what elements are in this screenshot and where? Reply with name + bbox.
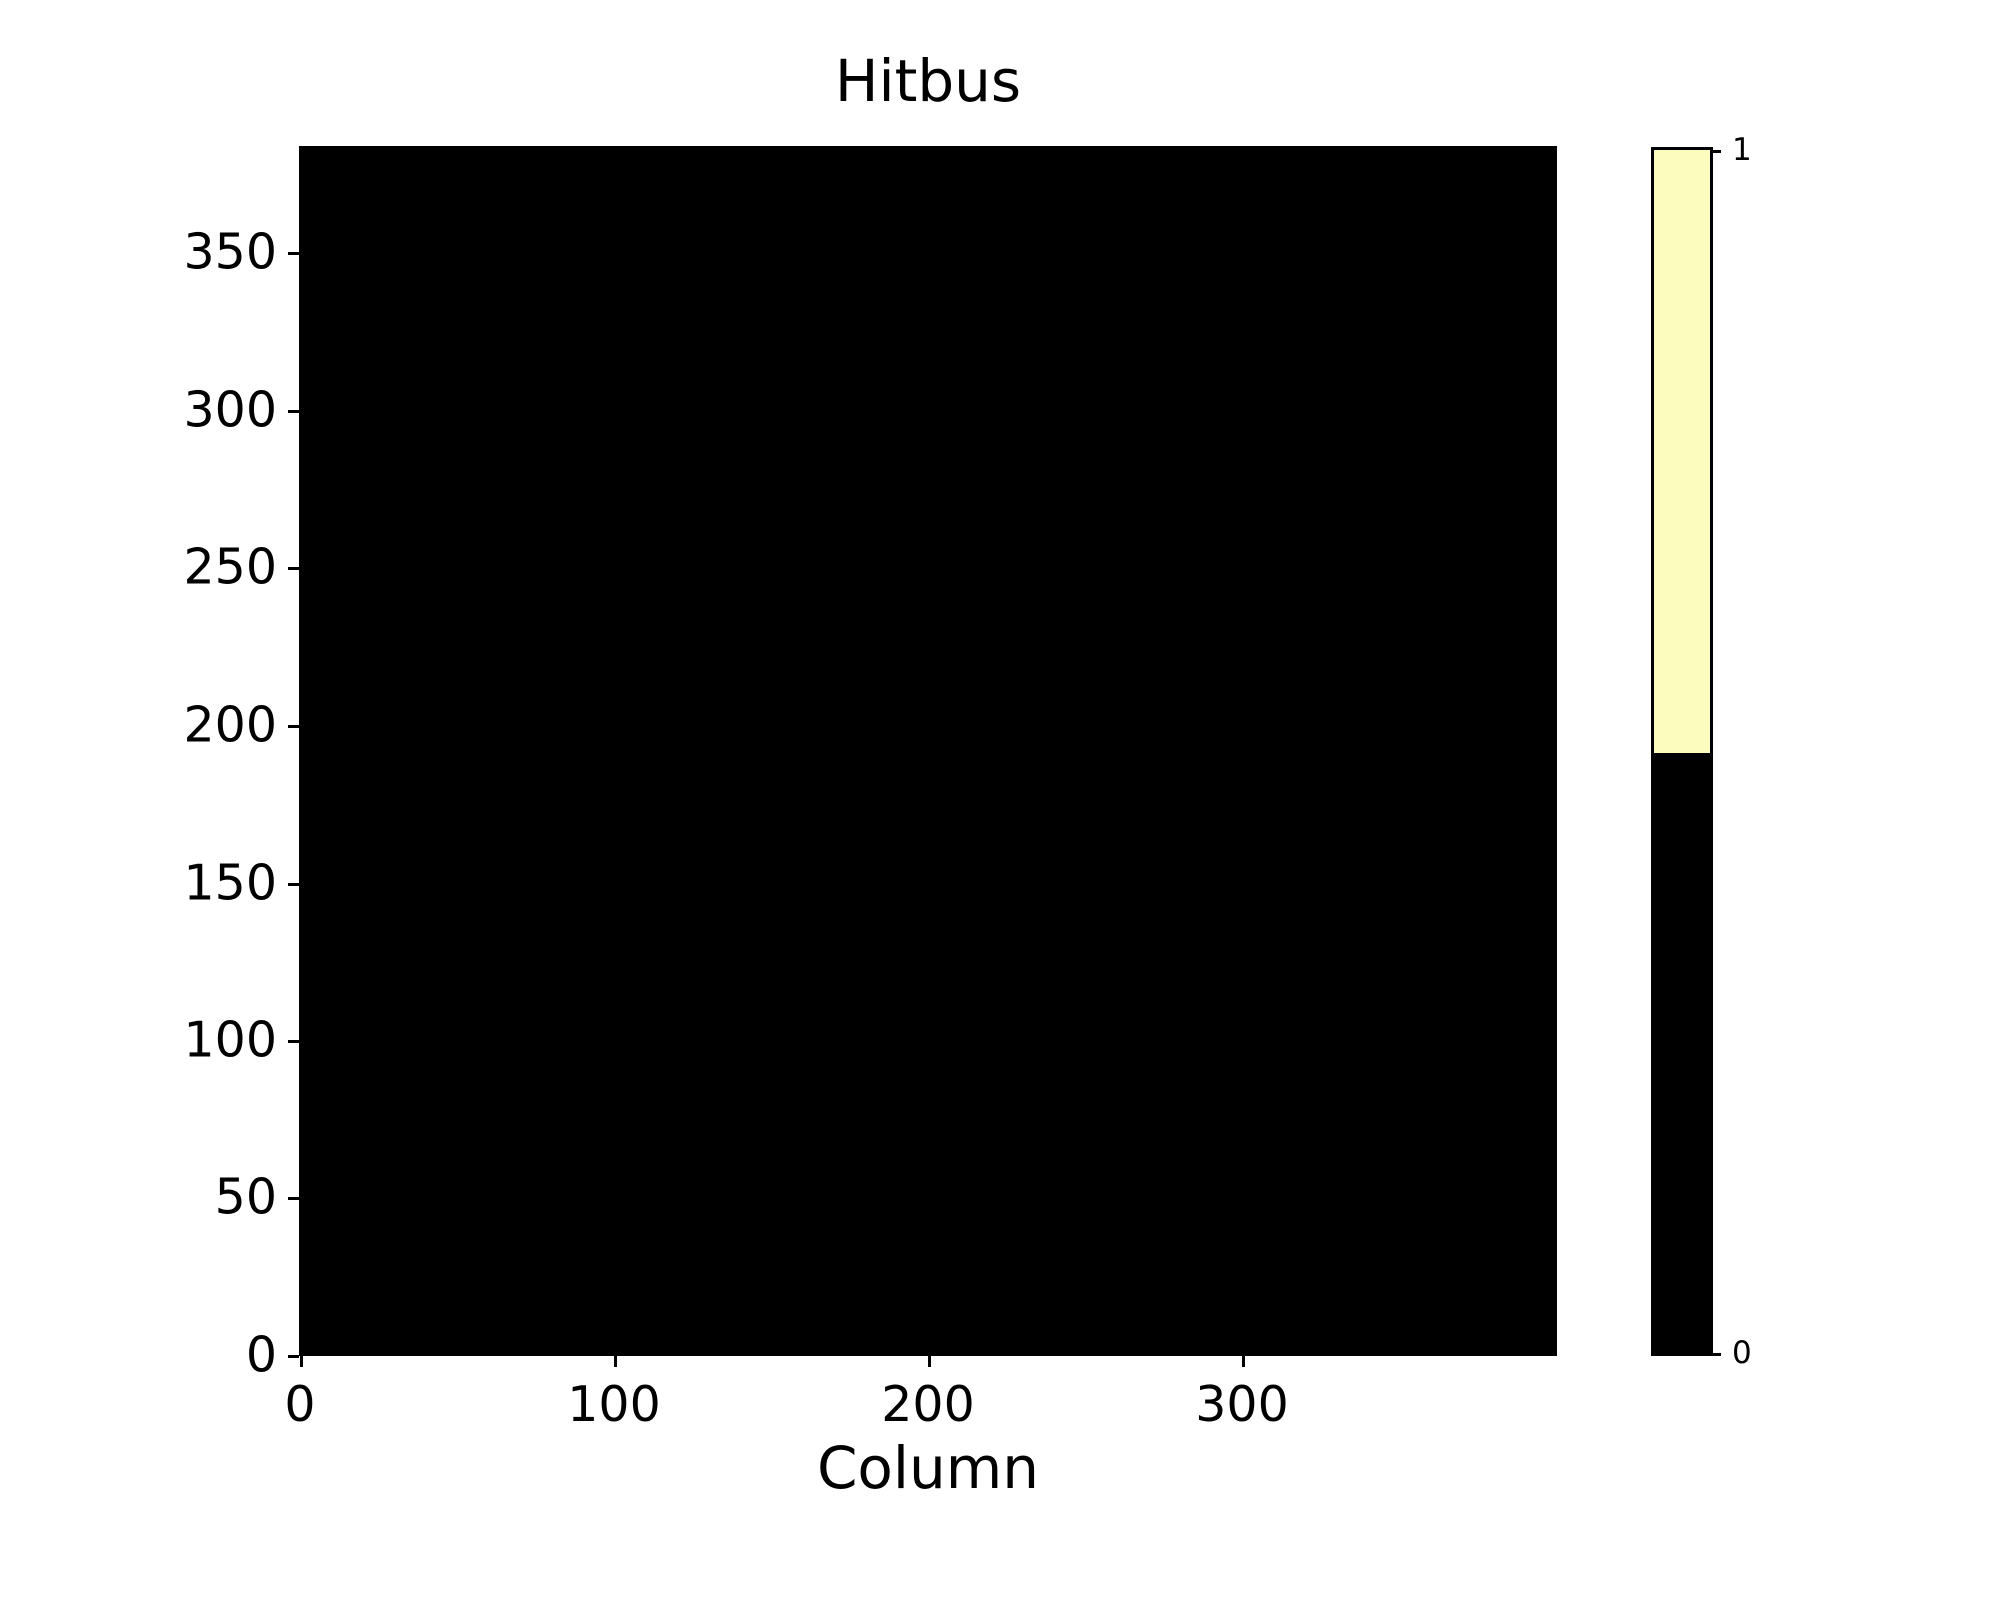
xtick-label: 100 bbox=[567, 1376, 661, 1433]
colorbar-tick-mark bbox=[1710, 1353, 1721, 1356]
colorbar-label: Value bbox=[1782, 0, 1852, 217]
colorbar-band-low bbox=[1654, 752, 1710, 1353]
xtick-label: 0 bbox=[284, 1376, 316, 1433]
ytick-mark bbox=[288, 1197, 299, 1200]
xtick-label: 300 bbox=[1195, 1376, 1289, 1433]
heatmap-data-region bbox=[299, 146, 1557, 1356]
colorbar-tick-mark bbox=[1710, 150, 1721, 153]
ytick-mark bbox=[288, 1355, 299, 1359]
ytick-label: 150 bbox=[183, 854, 277, 912]
page-title: Hitbus bbox=[834, 47, 1022, 115]
y-axis-label: Row bbox=[0, 0, 110, 256]
ytick-label: 200 bbox=[183, 696, 277, 754]
ytick-mark bbox=[288, 566, 299, 570]
ytick-mark bbox=[288, 251, 299, 255]
ytick-label: 0 bbox=[245, 1326, 277, 1384]
xtick-mark bbox=[928, 1356, 931, 1367]
ytick-label: 250 bbox=[183, 538, 277, 596]
colorbar: 1 0 bbox=[1651, 132, 1752, 1371]
xtick-mark bbox=[614, 1356, 617, 1367]
ytick-mark bbox=[288, 409, 299, 413]
heatmap-axes: 350 300 250 200 150 100 50 0 0 100 200 3… bbox=[183, 146, 1557, 1433]
ytick-label: 100 bbox=[183, 1011, 277, 1069]
ytick-label: 300 bbox=[183, 381, 277, 439]
ytick-mark bbox=[288, 1039, 299, 1043]
colorbar-band-high bbox=[1654, 150, 1710, 753]
xtick-label: 200 bbox=[881, 1376, 975, 1433]
heatmap-image bbox=[299, 146, 1557, 1356]
colorbar-tick-label: 1 bbox=[1732, 132, 1752, 168]
ytick-label: 50 bbox=[214, 1168, 277, 1226]
ytick-mark bbox=[288, 724, 299, 728]
colorbar-tick-label: 0 bbox=[1732, 1335, 1752, 1371]
xtick-mark bbox=[300, 1356, 303, 1367]
xtick-mark bbox=[1241, 1356, 1245, 1367]
colorbar-gradient bbox=[1654, 150, 1710, 1353]
ytick-label: 350 bbox=[183, 223, 277, 281]
x-axis-label: Column bbox=[816, 1434, 1040, 1502]
ytick-mark bbox=[288, 882, 299, 886]
